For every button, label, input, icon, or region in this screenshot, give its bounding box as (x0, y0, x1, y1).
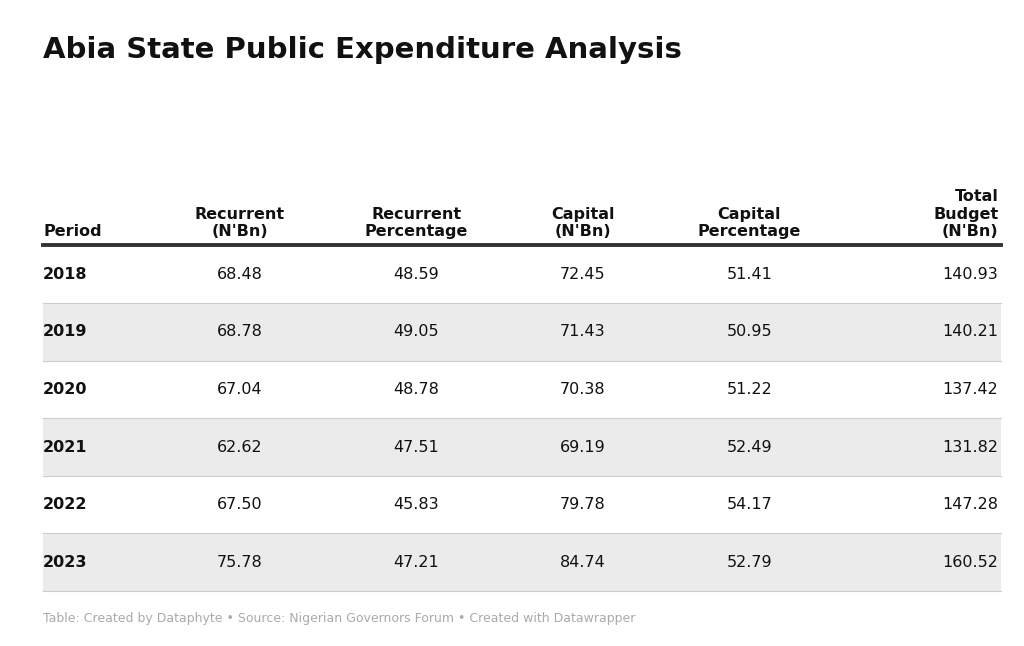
Text: 67.04: 67.04 (217, 382, 262, 397)
Text: 51.22: 51.22 (726, 382, 772, 397)
Text: 49.05: 49.05 (393, 324, 439, 339)
Text: 54.17: 54.17 (726, 497, 772, 512)
Text: 2018: 2018 (43, 267, 87, 282)
Text: 62.62: 62.62 (217, 439, 262, 455)
Text: Capital
Percentage: Capital Percentage (697, 207, 801, 239)
Text: 70.38: 70.38 (560, 382, 605, 397)
Text: 69.19: 69.19 (560, 439, 605, 455)
Text: 2019: 2019 (43, 324, 87, 339)
Text: 51.41: 51.41 (726, 267, 772, 282)
Text: 52.79: 52.79 (726, 555, 772, 570)
Text: 137.42: 137.42 (943, 382, 998, 397)
Text: Recurrent
(N'Bn): Recurrent (N'Bn) (195, 207, 285, 239)
Text: Capital
(N'Bn): Capital (N'Bn) (551, 207, 614, 239)
Text: 48.59: 48.59 (393, 267, 439, 282)
Text: Table: Created by Dataphyte • Source: Nigerian Governors Forum • Created with Da: Table: Created by Dataphyte • Source: Ni… (43, 612, 635, 625)
Text: 68.78: 68.78 (217, 324, 263, 339)
Text: 2021: 2021 (43, 439, 87, 455)
Text: 52.49: 52.49 (726, 439, 772, 455)
Text: Period: Period (43, 224, 101, 239)
Text: 50.95: 50.95 (726, 324, 772, 339)
Text: 2023: 2023 (43, 555, 87, 570)
Text: 75.78: 75.78 (217, 555, 262, 570)
Text: Abia State Public Expenditure Analysis: Abia State Public Expenditure Analysis (43, 36, 682, 63)
Text: 79.78: 79.78 (560, 497, 605, 512)
Text: 45.83: 45.83 (393, 497, 439, 512)
Text: Recurrent
Percentage: Recurrent Percentage (365, 207, 468, 239)
Text: 2020: 2020 (43, 382, 87, 397)
Text: Total
Budget
(N'Bn): Total Budget (N'Bn) (933, 189, 998, 239)
Text: 47.51: 47.51 (393, 439, 439, 455)
Text: 131.82: 131.82 (942, 439, 998, 455)
Text: 67.50: 67.50 (217, 497, 262, 512)
Text: 147.28: 147.28 (942, 497, 998, 512)
Text: 71.43: 71.43 (560, 324, 605, 339)
Text: 160.52: 160.52 (942, 555, 998, 570)
Text: 84.74: 84.74 (560, 555, 605, 570)
Text: 72.45: 72.45 (560, 267, 605, 282)
Text: 68.48: 68.48 (217, 267, 263, 282)
Text: 47.21: 47.21 (393, 555, 439, 570)
Text: 140.21: 140.21 (942, 324, 998, 339)
Text: 140.93: 140.93 (943, 267, 998, 282)
Text: 2022: 2022 (43, 497, 87, 512)
Text: 48.78: 48.78 (393, 382, 439, 397)
